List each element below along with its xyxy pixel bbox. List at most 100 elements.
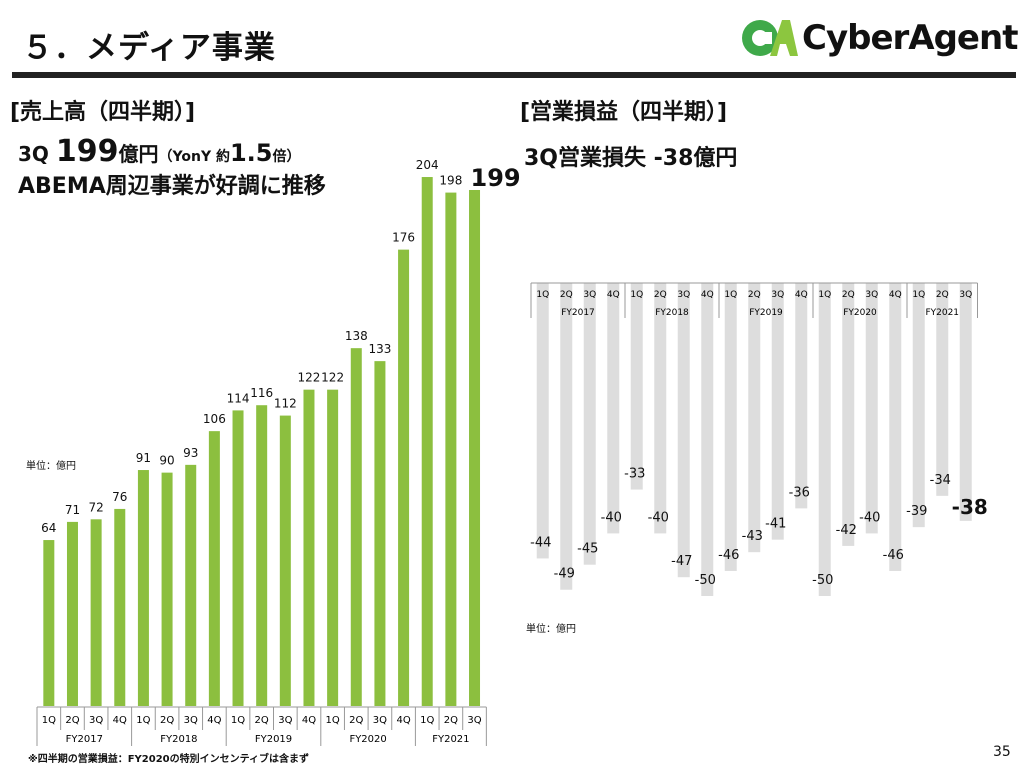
- revenue-data-label: 76: [112, 490, 127, 504]
- revenue-quarter-label: 2Q: [160, 715, 174, 726]
- operating-bar: [959, 283, 972, 521]
- page-number: 35: [993, 744, 1011, 760]
- revenue-bar: [398, 249, 410, 706]
- operating-data-label: -45: [577, 542, 598, 557]
- revenue-data-label: 116: [250, 386, 273, 400]
- revenue-subheadline: ABEMA周辺事業が好調に推移: [18, 174, 326, 199]
- operating-quarter-label: 3Q: [771, 290, 784, 300]
- revenue-year-label: FY2021: [432, 734, 469, 745]
- operating-bar: [677, 283, 690, 578]
- logo-text: CyberAgent: [802, 18, 1018, 58]
- revenue-bar: [66, 521, 78, 706]
- headline-paren-open: （YonY 約: [158, 149, 230, 165]
- operating-data-label: -50: [695, 573, 716, 588]
- operating-quarter-label: 1Q: [724, 290, 737, 300]
- operating-bar: [771, 283, 784, 540]
- operating-quarter-label: 1Q: [536, 290, 549, 300]
- operating-bar: [630, 283, 643, 490]
- revenue-data-label: 176: [392, 231, 415, 245]
- operating-data-label: -33: [624, 467, 645, 482]
- revenue-data-label: 204: [416, 158, 439, 172]
- operating-bar: [536, 283, 549, 559]
- headline-prefix: 3Q: [18, 142, 56, 166]
- revenue-bar: [256, 405, 268, 706]
- revenue-quarter-label: 1Q: [420, 715, 434, 726]
- revenue-year-label: FY2017: [66, 734, 103, 745]
- operating-quarter-label: 4Q: [607, 290, 620, 300]
- revenue-quarter-label: 1Q: [326, 715, 340, 726]
- operating-quarter-label: 3Q: [959, 290, 972, 300]
- revenue-bar: [327, 389, 339, 706]
- revenue-data-label: 122: [321, 371, 344, 385]
- operating-quarter-label: 4Q: [795, 290, 808, 300]
- operating-data-label: -46: [883, 548, 904, 563]
- operating-quarter-label: 2Q: [748, 290, 761, 300]
- revenue-quarter-label: 1Q: [136, 715, 150, 726]
- operating-bar: [701, 283, 714, 596]
- revenue-quarter-label: 4Q: [207, 715, 221, 726]
- revenue-quarter-label: 2Q: [444, 715, 458, 726]
- operating-bar: [912, 283, 925, 528]
- operating-bar: [818, 283, 831, 596]
- revenue-bar: [43, 540, 55, 706]
- revenue-bar: [185, 464, 197, 706]
- ca-logo-icon: [740, 18, 798, 58]
- operating-bar: [842, 283, 855, 546]
- revenue-data-label: 133: [368, 342, 391, 356]
- cyberagent-logo: CyberAgent: [740, 18, 1018, 58]
- operating-data-label: -47: [671, 554, 692, 569]
- revenue-bar: [279, 415, 291, 706]
- revenue-bar: [421, 177, 433, 706]
- header-rule: [12, 72, 1016, 78]
- operating-bar: [583, 283, 596, 565]
- revenue-quarter-label: 3Q: [373, 715, 387, 726]
- operating-data-label: -40: [601, 510, 622, 525]
- operating-bar: [936, 283, 949, 496]
- revenue-section-title: [売上高（四半期）]: [10, 100, 196, 125]
- revenue-quarter-label: 3Q: [467, 715, 481, 726]
- operating-data-label: -49: [554, 567, 575, 582]
- headline-ratio: 1.5: [229, 139, 273, 167]
- revenue-quarter-label: 4Q: [302, 715, 316, 726]
- revenue-quarter-label: 4Q: [113, 715, 127, 726]
- operating-data-label: -34: [930, 473, 951, 488]
- operating-loss-headline: 3Q営業損失 -38億円: [524, 146, 738, 171]
- revenue-unit-label: 単位：億円: [26, 461, 76, 472]
- revenue-quarter-label: 2Q: [349, 715, 363, 726]
- operating-quarter-label: 2Q: [936, 290, 949, 300]
- revenue-quarter-label: 3Q: [278, 715, 292, 726]
- operating-quarter-label: 2Q: [842, 290, 855, 300]
- operating-data-label: -38: [952, 495, 988, 519]
- revenue-bar: [303, 389, 315, 706]
- revenue-data-label: 71: [65, 503, 80, 517]
- revenue-data-label: 122: [298, 371, 321, 385]
- revenue-bar: [114, 508, 126, 706]
- operating-quarter-label: 3Q: [583, 290, 596, 300]
- headline-value: 199: [55, 134, 119, 169]
- revenue-data-label: 72: [88, 500, 103, 514]
- operating-year-label: FY2018: [655, 308, 689, 318]
- operating-data-label: -40: [648, 510, 669, 525]
- operating-bar: [795, 283, 808, 509]
- revenue-data-label: 106: [203, 412, 226, 426]
- revenue-data-label: 93: [183, 446, 198, 460]
- revenue-quarter-label: 3Q: [184, 715, 198, 726]
- headline-paren-close: 倍）: [272, 149, 301, 165]
- operating-data-label: -50: [812, 573, 833, 588]
- revenue-year-label: FY2019: [255, 734, 292, 745]
- revenue-bar: [232, 410, 244, 706]
- operating-quarter-label: 1Q: [912, 290, 925, 300]
- operating-bar: [865, 283, 878, 534]
- operating-data-label: -41: [765, 517, 786, 532]
- revenue-data-label: 64: [41, 521, 56, 535]
- revenue-bar: [90, 519, 102, 706]
- revenue-data-label: 90: [159, 454, 174, 468]
- operating-year-label: FY2021: [925, 308, 959, 318]
- operating-data-label: -39: [906, 504, 927, 519]
- revenue-data-label: 138: [345, 329, 368, 343]
- revenue-quarter-label: 2Q: [65, 715, 79, 726]
- revenue-bar: [445, 192, 457, 706]
- operating-unit-label: 単位：億円: [526, 624, 576, 635]
- operating-quarter-label: 4Q: [701, 290, 714, 300]
